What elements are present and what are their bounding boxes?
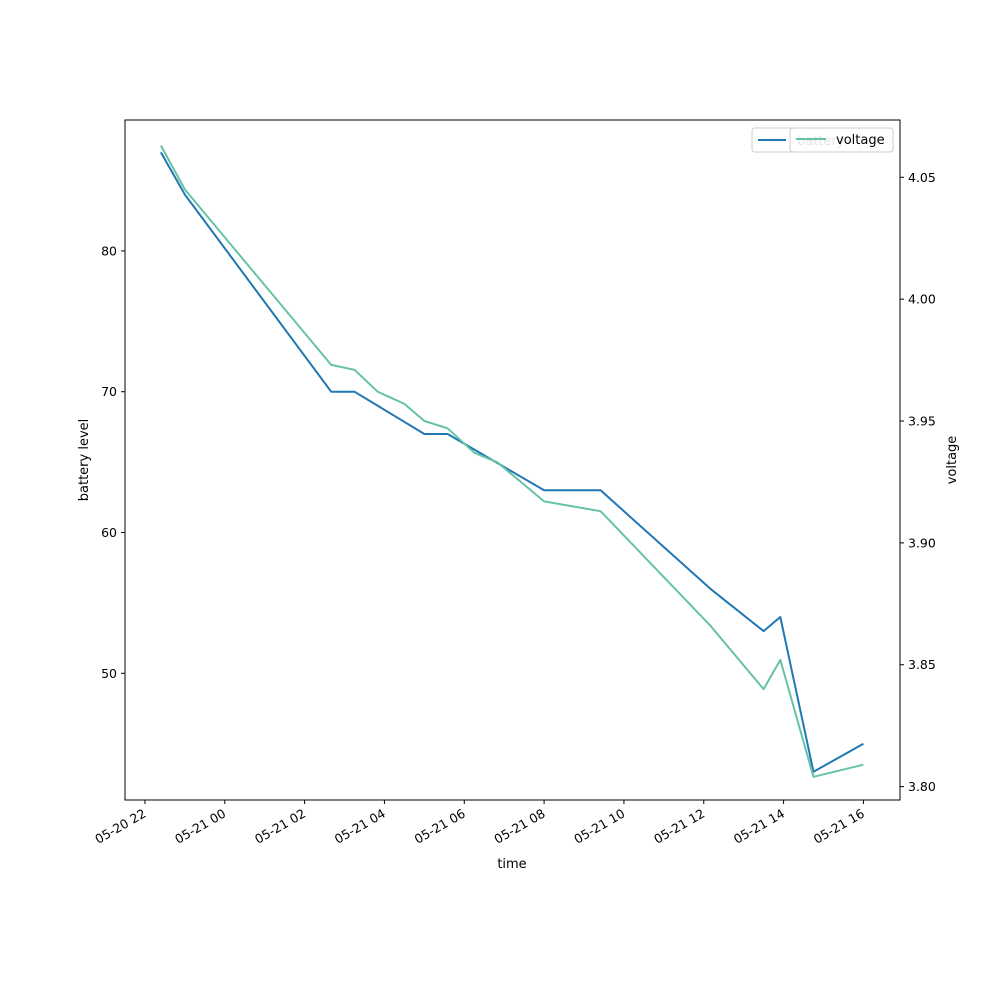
y-right-tick-label: 4.05 xyxy=(908,170,936,185)
y-right-tick-label: 3.95 xyxy=(908,414,936,429)
y-right-tick-label: 3.90 xyxy=(908,535,936,550)
y-right-tick-label: 3.85 xyxy=(908,657,936,672)
y-axis-right: 3.80 3.85 3.90 3.95 4.00 4.05 xyxy=(900,170,936,794)
plot-lines xyxy=(160,145,864,778)
y-right-tick-label: 3.80 xyxy=(908,779,936,794)
x-axis-label: time xyxy=(497,857,526,872)
y-left-tick-label: 50 xyxy=(101,666,117,681)
y-left-tick-label: 60 xyxy=(101,525,117,540)
y-left-tick-label: 70 xyxy=(101,384,117,399)
y-axis-left: 50 60 70 80 xyxy=(101,243,125,681)
plot-frame xyxy=(124,119,901,801)
legend-voltage: voltage xyxy=(789,127,894,153)
y-right-tick-label: 4.00 xyxy=(908,292,936,307)
legend-voltage-frame xyxy=(789,127,894,153)
series-line-voltage xyxy=(160,145,864,778)
legend-voltage-label: voltage xyxy=(836,133,885,148)
y-left-tick-label: 80 xyxy=(101,243,117,258)
y-axis-left-label: battery level xyxy=(77,419,92,502)
series-line-battery xyxy=(160,151,864,773)
y-axis-right-label: voltage xyxy=(945,436,960,485)
